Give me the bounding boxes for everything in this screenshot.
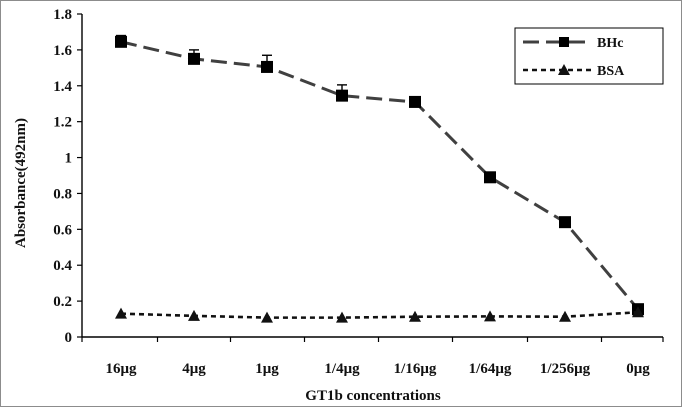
series-bsa [115,306,644,323]
data-point [559,216,571,229]
legend-marker [559,37,569,47]
y-tick-label: 1 [65,151,73,167]
y-tick-label: 0.4 [53,258,72,274]
legend-item-bhc: BHc [523,36,623,51]
data-point [261,60,273,73]
data-point [336,311,348,323]
y-tick-label: 0.8 [53,186,72,202]
series-line [120,40,640,311]
x-tick-label: 1/64μg [469,361,512,377]
data-point [336,89,348,102]
data-point [632,306,644,318]
x-tick-label: 0μg [626,361,650,377]
data-point [484,310,496,322]
y-tick-label: 0.2 [53,294,72,310]
x-tick-label: 4μg [182,361,206,377]
x-tick-label: 1/16μg [394,361,437,377]
data-point [559,310,571,322]
x-tick-label: 1/4μg [324,361,360,377]
data-point [409,310,421,322]
legend-label: BSA [597,64,625,79]
y-tick-label: 0 [65,330,73,346]
series-layer [115,34,644,323]
y-axis-title: Absorbance(492nm) [13,118,29,248]
legend-box [514,27,664,85]
data-point [188,309,200,321]
x-axis-ticks: 16μg 4μg 1μg 1/4μg 1/16μg 1/64μg 1/256μg 0μg [81,337,664,377]
x-axis-title: GT1b concentrations [305,388,441,404]
data-point [409,95,421,108]
y-axis-ticks: 0 0.2 0.4 0.6 0.8 1 1.2 1.4 1.6 1.8 [53,7,82,346]
data-point [115,307,127,319]
x-tick-label: 1μg [255,361,279,377]
legend-marker [558,64,570,75]
data-point [115,35,127,48]
legend-item-bsa: BSA [523,64,625,79]
y-tick-label: 1.6 [53,43,72,59]
legend-label: BHc [597,36,623,51]
legend: BHc BSA [514,27,664,85]
y-tick-label: 1.2 [53,115,72,131]
data-point [484,171,496,184]
y-tick-label: 0.6 [53,222,72,238]
series-line [120,310,639,319]
y-tick-label: 1.8 [53,7,72,23]
data-point [261,311,273,323]
x-tick-label: 1/256μg [540,361,591,377]
x-tick-label: 16μg [105,361,137,377]
y-tick-label: 1.4 [53,79,72,95]
axes [81,14,663,338]
data-point [188,52,200,65]
